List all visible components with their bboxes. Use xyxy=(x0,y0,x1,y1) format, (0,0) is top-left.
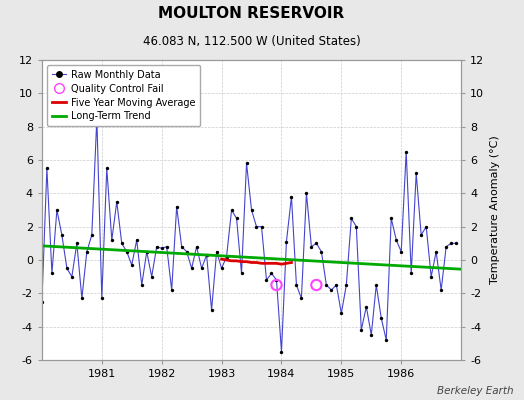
Point xyxy=(143,248,151,255)
Point xyxy=(42,165,51,172)
Point xyxy=(123,248,131,255)
Point xyxy=(38,298,46,305)
Point xyxy=(232,215,241,222)
Point xyxy=(133,237,141,243)
Point xyxy=(287,194,296,200)
Point xyxy=(282,238,291,245)
Point xyxy=(83,248,91,255)
Text: 46.083 N, 112.500 W (United States): 46.083 N, 112.500 W (United States) xyxy=(143,35,361,48)
Point xyxy=(252,224,260,230)
Point xyxy=(88,232,96,238)
Point xyxy=(372,282,380,288)
Point xyxy=(347,215,356,222)
Text: MOULTON RESERVOIR: MOULTON RESERVOIR xyxy=(158,6,345,21)
Point xyxy=(412,170,420,176)
Point xyxy=(117,240,126,246)
Point xyxy=(172,204,181,210)
Point xyxy=(147,274,156,280)
Point xyxy=(48,270,56,276)
Point xyxy=(332,282,341,288)
Point xyxy=(442,244,450,250)
Point xyxy=(58,232,66,238)
Point xyxy=(247,207,256,213)
Point xyxy=(297,295,305,302)
Point xyxy=(417,232,425,238)
Point xyxy=(178,244,186,250)
Point xyxy=(68,274,76,280)
Point xyxy=(53,207,61,213)
Point xyxy=(257,224,266,230)
Point xyxy=(452,240,461,246)
Point xyxy=(272,277,281,283)
Point xyxy=(73,240,81,246)
Text: Berkeley Earth: Berkeley Earth xyxy=(437,386,514,396)
Legend: Raw Monthly Data, Quality Control Fail, Five Year Moving Average, Long-Term Tren: Raw Monthly Data, Quality Control Fail, … xyxy=(47,65,201,126)
Point xyxy=(138,282,146,288)
Point xyxy=(382,337,390,343)
Point xyxy=(447,240,455,246)
Point xyxy=(188,265,196,272)
Point xyxy=(103,165,111,172)
Point xyxy=(212,248,221,255)
Point xyxy=(437,287,445,293)
Point xyxy=(307,244,315,250)
Point xyxy=(227,207,236,213)
Point xyxy=(202,252,211,258)
Point xyxy=(158,245,166,252)
Point xyxy=(182,248,191,255)
Point xyxy=(198,265,206,272)
Point xyxy=(127,262,136,268)
Point xyxy=(78,295,86,302)
Point xyxy=(317,248,325,255)
Point xyxy=(432,248,440,255)
Point xyxy=(208,307,216,313)
Point xyxy=(397,248,406,255)
Point xyxy=(312,282,321,288)
Point xyxy=(168,287,176,293)
Point xyxy=(407,270,416,276)
Point xyxy=(327,287,335,293)
Point xyxy=(107,237,116,243)
Point xyxy=(367,332,376,338)
Point xyxy=(97,295,106,302)
Point xyxy=(352,224,361,230)
Point xyxy=(337,310,345,316)
Point xyxy=(422,224,430,230)
Point xyxy=(267,270,276,276)
Point xyxy=(277,348,286,355)
Point xyxy=(272,282,281,288)
Point xyxy=(243,160,251,166)
Point xyxy=(342,282,351,288)
Point xyxy=(392,237,400,243)
Point xyxy=(402,148,410,155)
Point xyxy=(162,244,171,250)
Point xyxy=(387,215,396,222)
Point xyxy=(113,198,121,205)
Point xyxy=(427,274,435,280)
Point xyxy=(322,282,331,288)
Y-axis label: Temperature Anomaly (°C): Temperature Anomaly (°C) xyxy=(490,136,500,284)
Point xyxy=(357,327,365,333)
Point xyxy=(362,304,370,310)
Point xyxy=(237,270,246,276)
Point xyxy=(263,277,271,283)
Point xyxy=(292,282,301,288)
Point xyxy=(312,240,321,246)
Point xyxy=(302,190,311,196)
Point xyxy=(377,315,386,322)
Point xyxy=(93,115,101,122)
Point xyxy=(192,244,201,250)
Point xyxy=(63,265,71,272)
Point xyxy=(217,265,226,272)
Point xyxy=(222,254,231,260)
Point xyxy=(152,244,161,250)
